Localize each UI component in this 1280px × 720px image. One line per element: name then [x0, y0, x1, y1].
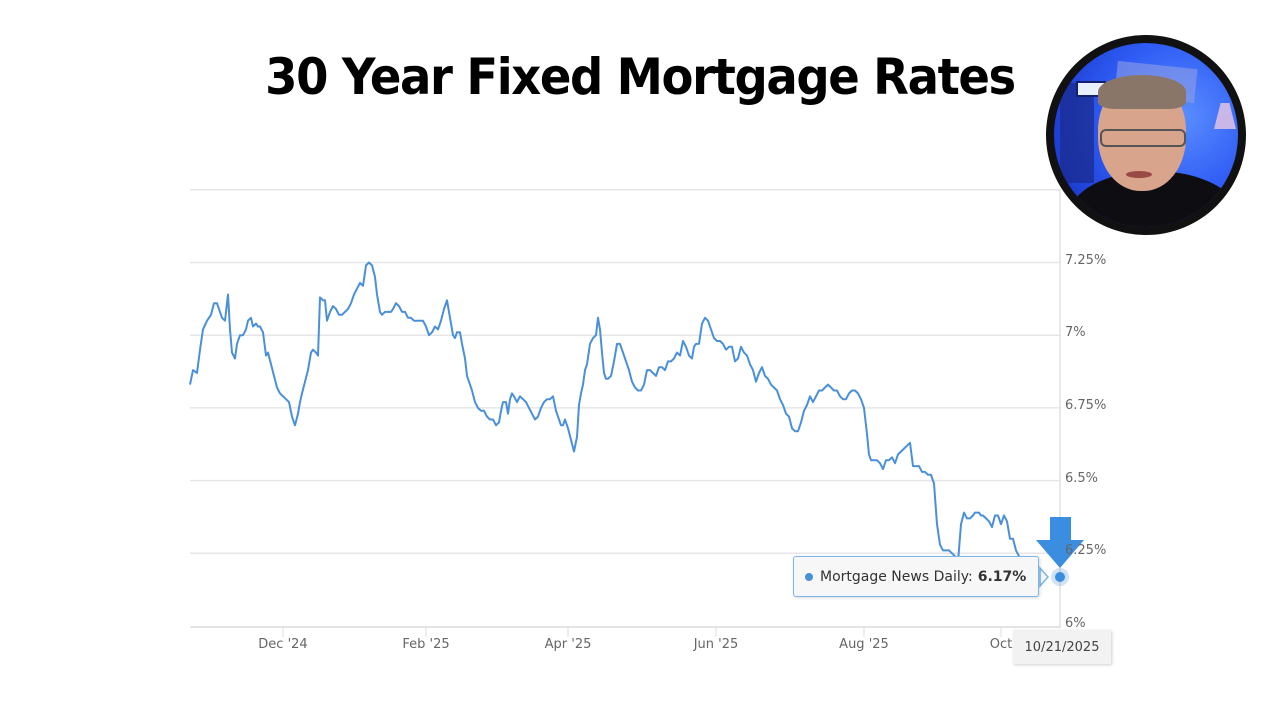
y-axis-label: 6.75%: [1065, 397, 1107, 413]
x-axis-label: Oct: [989, 637, 1013, 652]
tooltip-value: 6.17%: [977, 568, 1027, 585]
gridlines: [190, 189, 1060, 555]
x-axis-label: Aug '25: [839, 637, 889, 652]
x-axis-label: Apr '25: [544, 637, 592, 652]
x-axis-label: Feb '25: [402, 637, 450, 652]
glasses-icon: [1100, 129, 1186, 147]
lamp: [1214, 103, 1236, 129]
y-axis-label: 6%: [1065, 616, 1086, 631]
series-line-mortgage-news-daily[interactable]: [189, 261, 1029, 578]
y-axis-label: 6.25%: [1065, 543, 1107, 559]
tooltip: Mortgage News Daily: 6.17%: [793, 556, 1039, 597]
date-flag: 10/21/2025: [1013, 630, 1111, 664]
down-arrow-icon: [1036, 517, 1084, 568]
tooltip-pointer: [1039, 566, 1050, 588]
series-dot-icon: [805, 572, 813, 581]
presenter-mouth: [1126, 171, 1152, 178]
presenter-hair: [1098, 75, 1186, 109]
x-axis-label: Dec '24: [258, 637, 308, 652]
y-axis-label: 7%: [1065, 325, 1086, 341]
data-point-marker[interactable]: [1055, 572, 1065, 582]
y-axis-label: 6.5%: [1065, 470, 1099, 486]
shelf: [1060, 83, 1094, 183]
x-tick-marks: [282, 627, 1002, 637]
x-axis-label: Jun '25: [693, 637, 739, 652]
webcam-overlay: [1046, 35, 1246, 235]
tooltip-series-label: Mortgage News Daily:: [820, 568, 973, 585]
page-title: 30 Year Fixed Mortgage Rates: [265, 48, 1016, 106]
webcam-background: [1054, 43, 1238, 227]
y-axis-label: 7.25%: [1065, 252, 1107, 268]
